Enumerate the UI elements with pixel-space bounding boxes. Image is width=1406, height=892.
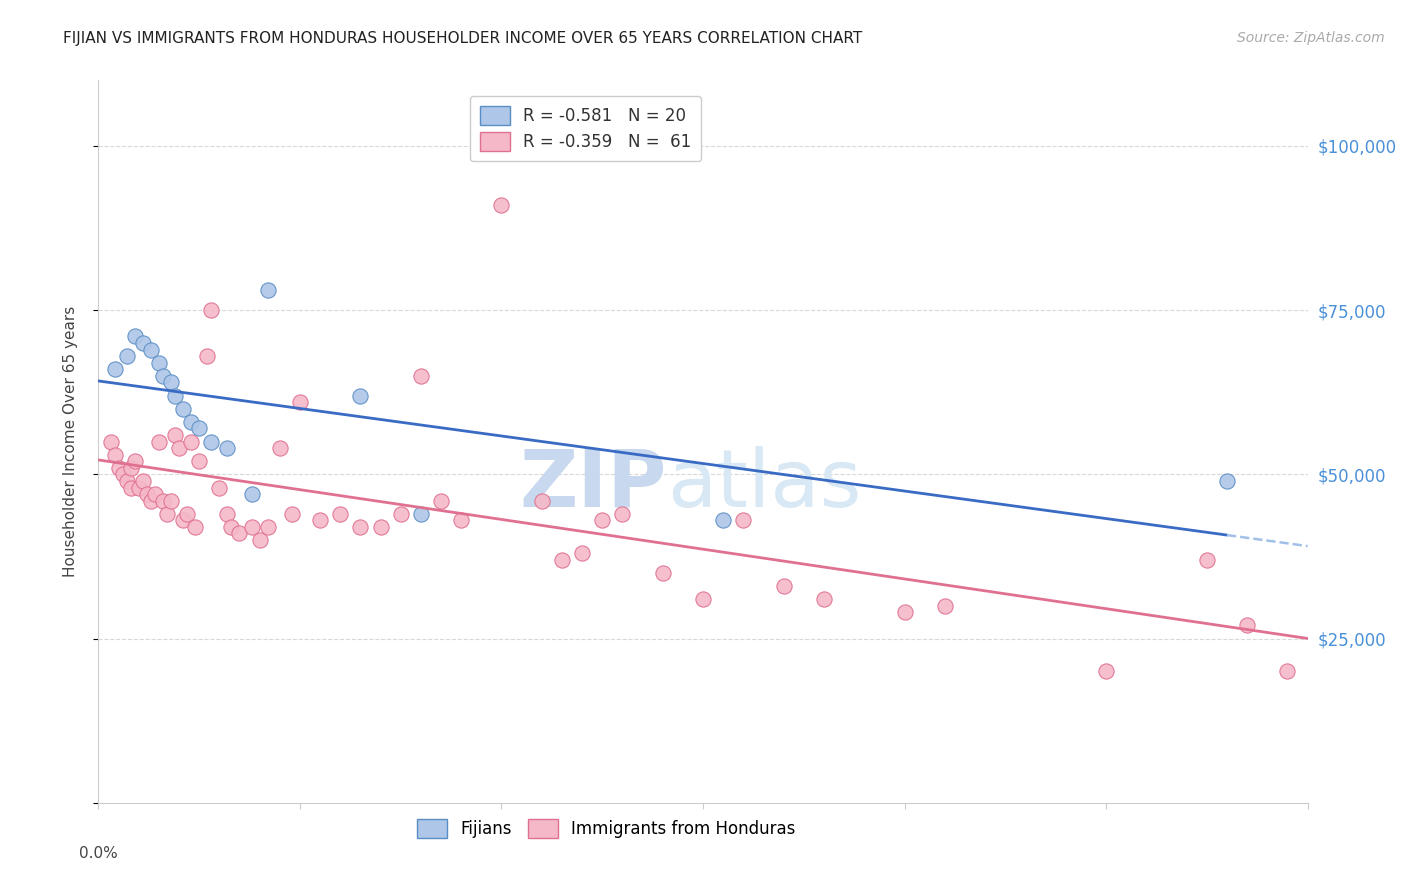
Point (124, 329, 146, 343)
Point (409, 507, 432, 521)
Point (692, 592, 714, 607)
Point (160, 376, 183, 390)
Point (288, 395, 311, 409)
Point (200, 434, 222, 449)
Point (240, 487, 263, 501)
Point (349, 520, 371, 534)
Point (217, 441, 239, 455)
Point (143, 487, 166, 501)
Point (176, 507, 198, 521)
Y-axis label: Householder Income Over 65 years: Householder Income Over 65 years (63, 306, 77, 577)
Point (309, 513, 332, 527)
Point (349, 388, 371, 402)
Point (249, 533, 271, 547)
Point (551, 553, 574, 567)
Point (172, 401, 194, 416)
Point (893, 605, 915, 619)
Point (430, 493, 453, 508)
Point (167, 441, 190, 455)
Point (115, 474, 138, 488)
Point (269, 441, 291, 455)
Point (103, 448, 125, 462)
Point (571, 546, 593, 560)
Point (139, 343, 162, 357)
Text: atlas: atlas (666, 446, 860, 524)
Point (281, 507, 304, 521)
Point (450, 513, 472, 527)
Point (111, 467, 134, 482)
Point (389, 507, 412, 521)
Point (256, 520, 278, 534)
Point (1216, 474, 1239, 488)
Point (152, 493, 174, 508)
Point (160, 493, 183, 508)
Point (208, 481, 231, 495)
Text: 0.0%: 0.0% (79, 847, 118, 861)
Point (115, 349, 138, 363)
Point (934, 599, 956, 613)
Point (148, 356, 170, 370)
Point (1236, 618, 1258, 632)
Point (217, 507, 239, 521)
Point (132, 474, 155, 488)
Text: ZIP: ZIP (519, 446, 666, 524)
Point (152, 368, 174, 383)
Point (148, 434, 170, 449)
Point (733, 513, 755, 527)
Point (188, 454, 211, 468)
Point (772, 579, 794, 593)
Point (1195, 553, 1218, 567)
Point (100, 434, 122, 449)
Point (409, 368, 432, 383)
Point (228, 526, 250, 541)
Point (221, 520, 243, 534)
Point (256, 284, 278, 298)
Point (107, 460, 129, 475)
Point (120, 460, 142, 475)
Point (180, 434, 202, 449)
Point (329, 507, 352, 521)
Point (120, 481, 142, 495)
Point (103, 362, 125, 376)
Text: FIJIAN VS IMMIGRANTS FROM HONDURAS HOUSEHOLDER INCOME OVER 65 YEARS CORRELATION : FIJIAN VS IMMIGRANTS FROM HONDURAS HOUSE… (63, 31, 862, 46)
Point (1095, 665, 1118, 679)
Point (128, 481, 150, 495)
Point (200, 303, 222, 318)
Point (163, 388, 186, 402)
Point (1277, 665, 1299, 679)
Point (591, 513, 613, 527)
Point (163, 428, 186, 442)
Text: Source: ZipAtlas.com: Source: ZipAtlas.com (1237, 31, 1385, 45)
Point (180, 415, 202, 429)
Point (132, 336, 155, 351)
Point (813, 592, 835, 607)
Point (135, 487, 157, 501)
Point (240, 520, 263, 534)
Point (124, 454, 146, 468)
Point (139, 493, 162, 508)
Point (156, 507, 179, 521)
Point (651, 566, 673, 580)
Legend: Fijians, Immigrants from Honduras: Fijians, Immigrants from Honduras (411, 813, 803, 845)
Point (491, 198, 513, 212)
Point (530, 493, 553, 508)
Point (188, 421, 211, 435)
Point (612, 507, 634, 521)
Point (172, 513, 194, 527)
Point (195, 349, 218, 363)
Point (370, 520, 392, 534)
Point (711, 513, 734, 527)
Point (184, 520, 207, 534)
